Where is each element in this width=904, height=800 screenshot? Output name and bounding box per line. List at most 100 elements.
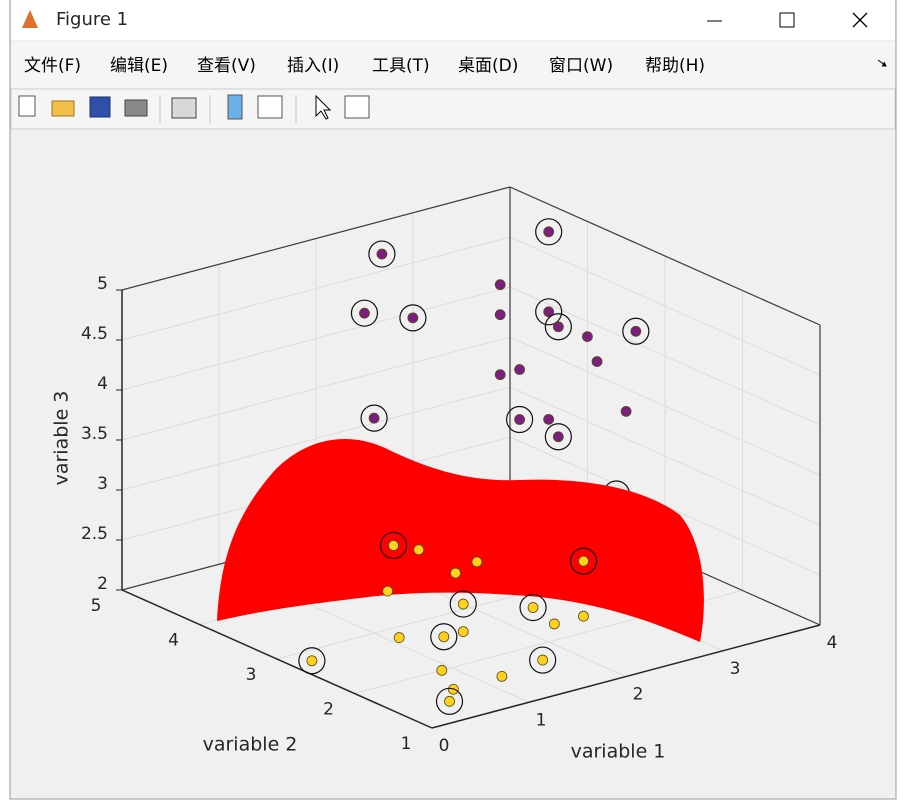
z-tick-label: 3.5 (81, 424, 108, 444)
x-tick-label: 1 (536, 710, 547, 730)
menu-item[interactable]: 桌面(D) (458, 56, 518, 76)
y-axis-title: variable 2 (203, 734, 298, 756)
menu-item[interactable]: 窗口(W) (549, 56, 613, 76)
data-point (578, 610, 589, 622)
y-tick-label: 5 (91, 596, 102, 616)
grid-line (121, 286, 511, 391)
data-point (450, 567, 461, 579)
print-icon[interactable] (124, 99, 148, 117)
grid-line (509, 336, 821, 476)
support-ring (350, 299, 379, 327)
pointer-icon[interactable] (315, 94, 332, 120)
support-ring (298, 647, 326, 675)
data-point (494, 309, 506, 321)
data-point (306, 655, 318, 667)
data-point (552, 431, 564, 443)
z-tick-label: 4 (97, 374, 108, 394)
legend-icon[interactable] (257, 95, 283, 119)
support-ring (529, 646, 557, 674)
data-point (413, 544, 425, 556)
window-title: Figure 1 (56, 9, 128, 30)
menu-item[interactable]: 文件(F) (24, 56, 81, 76)
data-point (543, 306, 555, 318)
data-point (494, 279, 506, 291)
x-tick-label: 4 (827, 633, 838, 653)
colorbar-icon[interactable] (227, 94, 243, 120)
data-point (376, 248, 388, 260)
data-point (591, 356, 603, 367)
property-icon[interactable] (344, 95, 370, 119)
menu-item[interactable]: 编辑(E) (110, 56, 168, 76)
support-ring (399, 304, 427, 332)
menu-bar (11, 42, 895, 88)
support-ring (360, 404, 388, 432)
support-ring (544, 313, 572, 341)
data-point (382, 585, 394, 597)
open-icon[interactable] (51, 100, 75, 117)
toolbar (10, 88, 896, 130)
new-icon[interactable] (18, 95, 36, 117)
save-icon[interactable] (89, 96, 111, 118)
data-point (457, 598, 469, 610)
grid-line (121, 236, 511, 341)
title-bar (11, 0, 895, 40)
grid-line (121, 336, 511, 441)
data-point (359, 307, 370, 319)
close-button[interactable] (852, 12, 868, 28)
data-point (578, 555, 589, 567)
decision-surface (217, 439, 704, 642)
data-point (393, 632, 405, 643)
data-point (543, 226, 555, 238)
menu-item[interactable]: 帮助(H) (645, 56, 705, 76)
support-ring (622, 317, 650, 345)
x-tick-label: 2 (633, 685, 644, 705)
z-axis-title: variable 3 (51, 391, 73, 486)
z-tick-label: 4.5 (81, 324, 108, 344)
x-tick-label: 3 (730, 659, 741, 679)
maximize-button[interactable] (779, 12, 795, 28)
data-point (537, 654, 549, 666)
data-point (552, 321, 564, 333)
support-ring (505, 405, 534, 434)
data-point (620, 405, 632, 417)
data-point (543, 413, 555, 425)
menu-item[interactable]: 查看(V) (197, 56, 256, 76)
data-point (548, 618, 560, 630)
support-ring (449, 590, 477, 618)
y-tick-label: 2 (323, 700, 334, 720)
data-point (514, 364, 525, 375)
support-ring (535, 298, 563, 326)
x-axis-title: variable 1 (571, 741, 666, 763)
z-tick-label: 2.5 (81, 524, 108, 544)
app-icon (22, 10, 38, 28)
menu-item[interactable]: 插入(I) (287, 56, 339, 76)
support-ring (430, 623, 458, 651)
support-ring (435, 687, 464, 715)
data-point (496, 671, 508, 682)
data-point (368, 412, 380, 424)
menu-item[interactable]: 工具(T) (372, 56, 430, 76)
grid-line (509, 386, 821, 526)
x-tick-label: 0 (439, 736, 450, 756)
z-tick-label: 5 (97, 274, 108, 294)
data-point (436, 664, 448, 676)
dock-arrow[interactable] (877, 59, 887, 67)
data-point (444, 695, 455, 707)
data-point (457, 626, 469, 637)
support-ring (368, 240, 396, 268)
link-icon[interactable] (171, 97, 197, 119)
data-point (630, 325, 642, 337)
toolbar-icons (18, 94, 370, 124)
grid-line (121, 386, 511, 491)
y-tick-label: 4 (168, 631, 179, 651)
support-ring (569, 547, 598, 575)
box-edge (509, 186, 821, 326)
y-axis-line (121, 589, 433, 729)
data-point (514, 414, 525, 425)
data-point (582, 331, 593, 343)
grid-line (509, 236, 821, 376)
data-point (471, 556, 483, 568)
x-axis-line (431, 624, 821, 729)
